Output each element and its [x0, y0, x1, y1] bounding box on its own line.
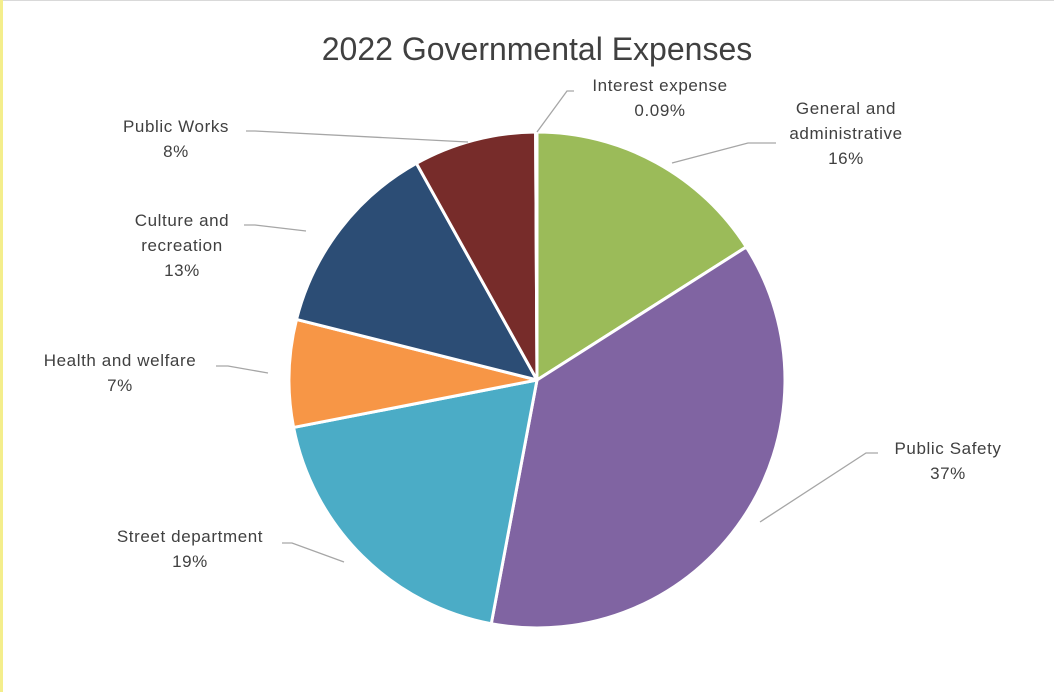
data-label-category: Street department [117, 527, 263, 546]
leader-line [246, 130, 469, 143]
data-label: Interest expense 0.09% [592, 76, 727, 120]
pie-slice [287, 317, 539, 429]
data-label-percent: 0.09% [634, 101, 685, 120]
leader-line [216, 365, 269, 374]
data-label-percent: 37% [930, 464, 966, 483]
data-label-category: administrative [789, 124, 902, 143]
pie-slice [534, 130, 539, 382]
leader-line [671, 142, 776, 164]
pie-slices [287, 130, 787, 630]
pie-slice [292, 378, 539, 626]
data-label-category: Culture and [135, 211, 230, 230]
data-label-category: Public Safety [894, 439, 1001, 458]
data-label-percent: 19% [172, 552, 208, 571]
leader-line [759, 452, 878, 523]
data-label: General and administrative 16% [789, 99, 902, 168]
data-label: Culture and recreation 13% [135, 211, 230, 280]
data-labels: General and administrative 16% Public Safet… [44, 76, 1001, 571]
data-label-category: General and [796, 99, 896, 118]
sheet-edge [0, 0, 3, 692]
leader-line [282, 542, 345, 563]
data-label-percent: 13% [164, 261, 200, 280]
data-label-percent: 7% [107, 376, 133, 395]
data-label: Street department 19% [117, 527, 263, 571]
pie-slice [295, 161, 539, 382]
chart-border-top [0, 0, 1054, 1]
data-label-percent: 8% [163, 142, 189, 161]
data-label-category: recreation [141, 236, 223, 255]
pie-slice [489, 245, 787, 630]
leader-line [244, 224, 307, 232]
pie-slice [414, 130, 539, 382]
leader-line [536, 90, 574, 133]
chart-title: 2022 Governmental Expenses [322, 31, 752, 67]
data-label: Public Works 8% [123, 117, 229, 161]
data-label: Public Safety 37% [894, 439, 1001, 483]
data-label-category: Interest expense [592, 76, 727, 95]
data-label-percent: 16% [828, 149, 864, 168]
data-label-category: Health and welfare [44, 351, 197, 370]
pie-slice [535, 130, 748, 382]
data-label: Health and welfare 7% [44, 351, 197, 395]
leader-lines [216, 90, 878, 563]
data-label-category: Public Works [123, 117, 229, 136]
